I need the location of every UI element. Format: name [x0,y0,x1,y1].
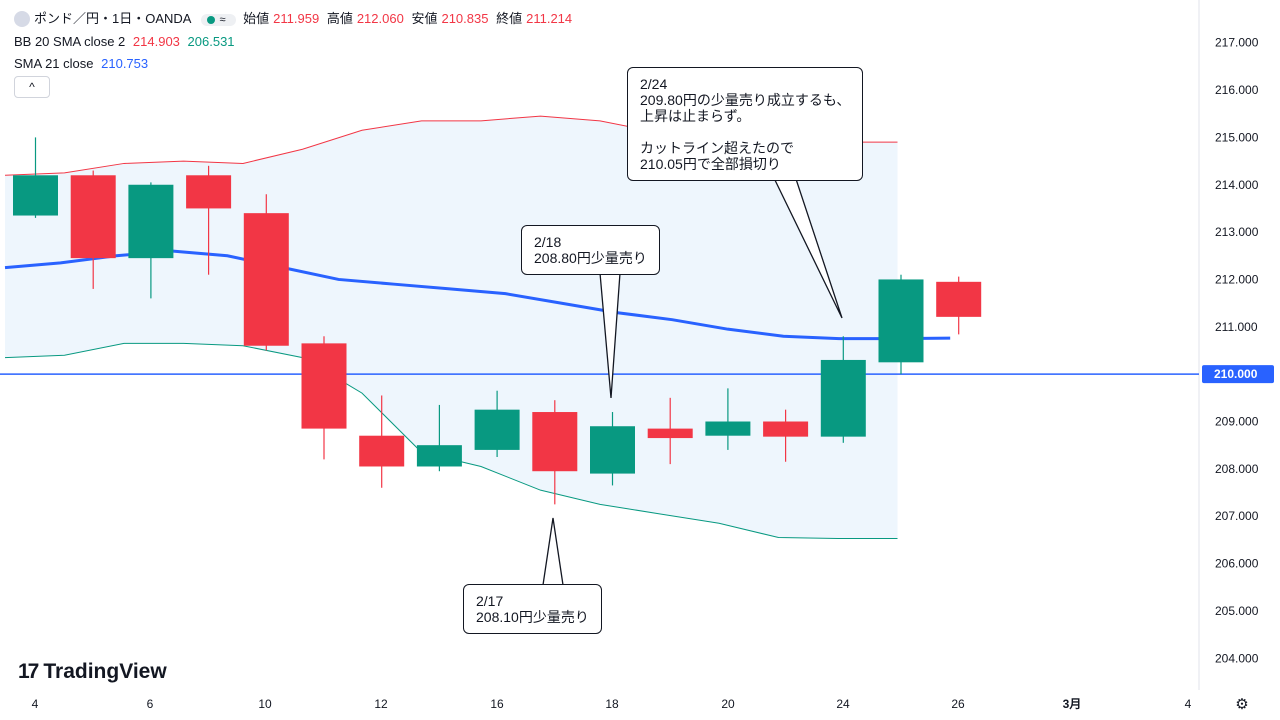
candle-body [13,175,58,216]
high-label: 高値 [326,11,353,26]
bb-upper-value: 214.903 [132,34,180,49]
y-tick-label: 217.000 [1215,36,1259,50]
collapse-legend-button[interactable]: ^ [14,76,50,98]
y-tick-label: 204.000 [1215,651,1259,665]
bb-lower-value: 206.531 [187,34,235,49]
candle-body [820,359,866,437]
annotation-callout[interactable]: 2/17 208.10円少量売り [463,584,602,634]
settings-gear-icon[interactable]: ⚙ [1235,696,1249,713]
x-tick-label: 4 [1185,697,1192,711]
x-tick-label: 4 [32,697,39,711]
indicator-toggle[interactable]: ≈ [201,14,236,26]
x-tick-label: 12 [374,697,388,711]
candle-body [416,445,462,467]
candle-body [878,279,924,363]
y-tick-label: 209.000 [1215,415,1259,429]
low-label: 安値 [411,11,438,26]
candle-body [590,426,635,474]
candle-body [647,428,693,439]
x-tick-label: 26 [951,697,965,711]
indicator-icon: ≈ [219,14,226,26]
y-tick-label: 211.000 [1215,320,1258,334]
x-tick-label: 6 [147,697,154,711]
y-tick-label: 212.000 [1215,272,1259,286]
x-tick-label: 18 [605,697,619,711]
candle-body [705,421,751,436]
tradingview-logo: 17 TradingView [18,660,167,684]
high-value: 212.060 [356,11,404,26]
candle-body [301,343,347,429]
candle-body [359,435,405,467]
y-tick-label: 208.000 [1215,462,1259,476]
candle-body [532,412,578,472]
close-label: 終値 [496,11,523,26]
sma-label: SMA 21 close [14,56,94,71]
tradingview-logo-icon: 17 [18,660,39,683]
callout-pointer [542,517,564,586]
low-value: 210.835 [441,11,489,26]
close-value: 211.214 [526,11,573,26]
y-tick-label: 207.000 [1215,509,1259,523]
symbol-title[interactable]: ポンド／円・1日・OANDA [34,11,192,26]
candle-body [186,175,232,209]
symbol-header: ポンド／円・1日・OANDA ≈ 始値 211.959 高値 212.060 安値 21… [14,8,576,28]
open-value: 211.959 [273,11,320,26]
x-tick-label: 16 [490,697,504,711]
candle-body [474,409,520,450]
price-line-label: 210.000 [1214,367,1258,381]
candle-body [243,213,289,346]
y-tick-label: 214.000 [1215,178,1259,192]
y-tick-label: 215.000 [1215,130,1259,144]
y-tick-label: 213.000 [1215,225,1259,239]
sma-legend[interactable]: SMA 21 close 210.753 [14,56,152,71]
open-label: 始値 [243,11,270,26]
candle-body [70,175,116,259]
bb-legend[interactable]: BB 20 SMA close 2 214.903 206.531 [14,34,239,49]
y-tick-label: 216.000 [1215,83,1259,97]
candle-body [763,421,809,437]
sma-value: 210.753 [101,56,149,71]
x-tick-label: 20 [721,697,735,711]
uk-flag-icon [14,10,30,27]
x-tick-label: 24 [836,697,850,711]
candle-body [936,281,982,317]
x-tick-label: 10 [258,697,272,711]
candle-body [128,184,174,259]
annotation-callout[interactable]: 2/18 208.80円少量売り [521,225,660,275]
logo-text: TradingView [43,660,167,683]
y-tick-label: 205.000 [1215,604,1259,618]
y-tick-label: 206.000 [1215,557,1259,571]
annotation-callout[interactable]: 2/24 209.80円の少量売り成立するも、 上昇は止まらず。 カットライン超… [627,67,864,181]
x-tick-label: 3月 [1063,697,1082,711]
bb-label: BB 20 SMA close 2 [14,34,126,49]
price-line-badge [1202,365,1274,384]
market-status-icon [207,16,216,25]
